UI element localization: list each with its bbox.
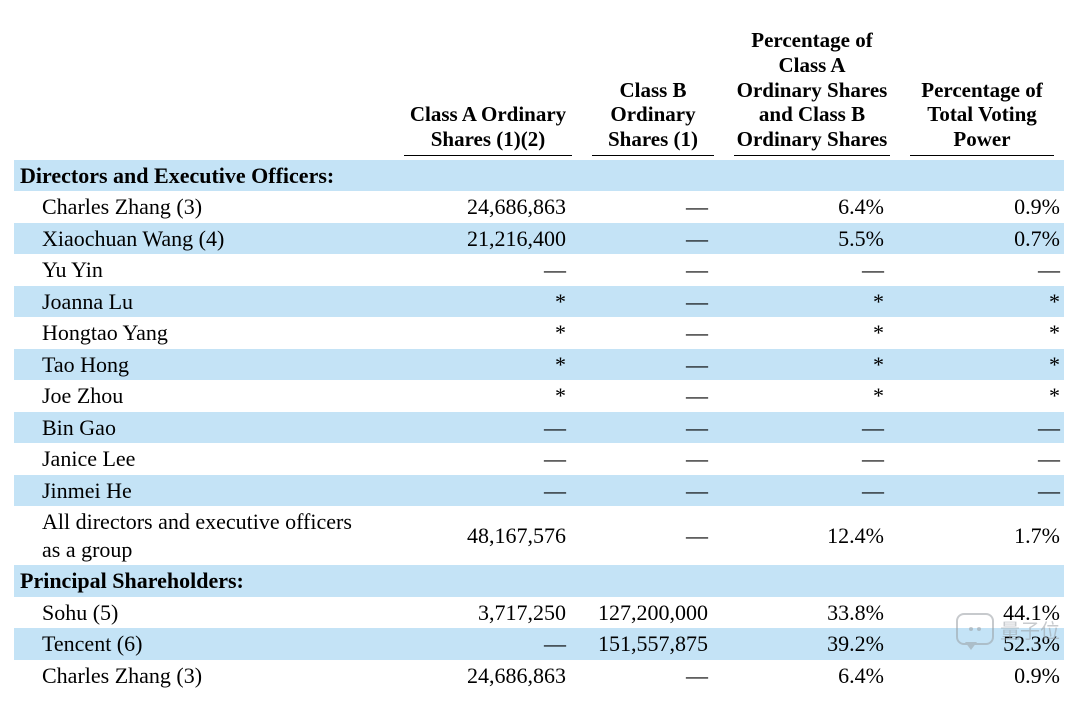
cell-name: Tencent (6): [14, 628, 394, 660]
cell-pctAB: *: [724, 317, 900, 349]
cell-pctAB: 6.4%: [724, 660, 900, 692]
table-header: Class A Ordinary Shares (1)(2) Class B O…: [14, 26, 1064, 160]
cell-classB: —: [582, 412, 724, 444]
cell-classB: —: [582, 475, 724, 507]
table-row: Sohu (5)3,717,250127,200,00033.8%44.1%: [14, 597, 1064, 629]
cell-pctAB: *: [724, 286, 900, 318]
cell-pctAB: —: [724, 254, 900, 286]
cell-classB: —: [582, 349, 724, 381]
cell-classA: 21,216,400: [394, 223, 582, 255]
col-header-class-b: Class B Ordinary Shares (1): [582, 26, 724, 160]
cell-pctAB: 33.8%: [724, 597, 900, 629]
cell-pctAB: —: [724, 443, 900, 475]
cell-pctVP: *: [900, 317, 1064, 349]
cell-classB: 151,557,875: [582, 628, 724, 660]
cell-classB: —: [582, 191, 724, 223]
cell-classB: —: [582, 254, 724, 286]
col-header-name: [14, 26, 394, 160]
cell-pctVP: 44.1%: [900, 597, 1064, 629]
cell-name: All directors and executive officers as …: [14, 506, 394, 565]
cell-name: Tao Hong: [14, 349, 394, 381]
cell-classA: 48,167,576: [394, 506, 582, 565]
table-row: Joe Zhou*—**: [14, 380, 1064, 412]
cell-name: Hongtao Yang: [14, 317, 394, 349]
table-body: Directors and Executive Officers:Charles…: [14, 160, 1064, 692]
cell-classA: —: [394, 443, 582, 475]
table-row: Yu Yin————: [14, 254, 1064, 286]
cell-name: Charles Zhang (3): [14, 191, 394, 223]
cell-pctVP: 0.9%: [900, 191, 1064, 223]
cell-pctVP: *: [900, 380, 1064, 412]
cell-classB: —: [582, 660, 724, 692]
cell-classA: *: [394, 349, 582, 381]
cell-pctVP: 1.7%: [900, 506, 1064, 565]
cell-classB: —: [582, 380, 724, 412]
cell-pctVP: *: [900, 286, 1064, 318]
table-row: Joanna Lu*—**: [14, 286, 1064, 318]
cell-pctVP: 0.7%: [900, 223, 1064, 255]
cell-classB: —: [582, 223, 724, 255]
cell-name: Joanna Lu: [14, 286, 394, 318]
cell-pctVP: —: [900, 443, 1064, 475]
cell-pctAB: *: [724, 349, 900, 381]
col-header-pct-ab: Percentage of Class A Ordinary Shares an…: [724, 26, 900, 160]
cell-classA: —: [394, 412, 582, 444]
cell-classA: *: [394, 286, 582, 318]
cell-pctVP: —: [900, 254, 1064, 286]
cell-classA: —: [394, 254, 582, 286]
cell-name: Janice Lee: [14, 443, 394, 475]
table-row: Bin Gao————: [14, 412, 1064, 444]
cell-pctVP: —: [900, 412, 1064, 444]
cell-pctVP: 52.3%: [900, 628, 1064, 660]
cell-name: Bin Gao: [14, 412, 394, 444]
cell-classA: —: [394, 475, 582, 507]
table-row: Xiaochuan Wang (4)21,216,400—5.5%0.7%: [14, 223, 1064, 255]
section-title-row: Principal Shareholders:: [14, 565, 1064, 597]
cell-name: Jinmei He: [14, 475, 394, 507]
cell-classA: —: [394, 628, 582, 660]
cell-pctVP: —: [900, 475, 1064, 507]
cell-name: Charles Zhang (3): [14, 660, 394, 692]
cell-name: Sohu (5): [14, 597, 394, 629]
cell-name: Yu Yin: [14, 254, 394, 286]
table-row: All directors and executive officers as …: [14, 506, 1064, 565]
cell-classA: *: [394, 317, 582, 349]
table-row: Janice Lee————: [14, 443, 1064, 475]
cell-pctAB: 39.2%: [724, 628, 900, 660]
cell-classA: *: [394, 380, 582, 412]
cell-pctAB: —: [724, 475, 900, 507]
cell-classA: 24,686,863: [394, 660, 582, 692]
ownership-table: Class A Ordinary Shares (1)(2) Class B O…: [14, 26, 1064, 691]
table-row: Charles Zhang (3)24,686,863—6.4%0.9%: [14, 191, 1064, 223]
table-row: Jinmei He————: [14, 475, 1064, 507]
table-row: Hongtao Yang*—**: [14, 317, 1064, 349]
section-title-row: Directors and Executive Officers:: [14, 160, 1064, 192]
table-row: Tencent (6)—151,557,87539.2%52.3%: [14, 628, 1064, 660]
cell-classB: 127,200,000: [582, 597, 724, 629]
cell-classB: —: [582, 286, 724, 318]
section-title: Principal Shareholders:: [14, 565, 1064, 597]
section-title: Directors and Executive Officers:: [14, 160, 1064, 192]
table-row: Charles Zhang (3)24,686,863—6.4%0.9%: [14, 660, 1064, 692]
cell-pctVP: *: [900, 349, 1064, 381]
cell-classB: —: [582, 443, 724, 475]
col-header-pct-vp: Percentage of Total Voting Power: [900, 26, 1064, 160]
cell-classB: —: [582, 317, 724, 349]
cell-name: Joe Zhou: [14, 380, 394, 412]
cell-pctAB: 12.4%: [724, 506, 900, 565]
cell-classB: —: [582, 506, 724, 565]
cell-pctAB: 5.5%: [724, 223, 900, 255]
cell-pctAB: *: [724, 380, 900, 412]
cell-classA: 24,686,863: [394, 191, 582, 223]
cell-pctAB: —: [724, 412, 900, 444]
cell-classA: 3,717,250: [394, 597, 582, 629]
cell-name: Xiaochuan Wang (4): [14, 223, 394, 255]
cell-pctVP: 0.9%: [900, 660, 1064, 692]
table-row: Tao Hong*—**: [14, 349, 1064, 381]
col-header-class-a: Class A Ordinary Shares (1)(2): [394, 26, 582, 160]
cell-pctAB: 6.4%: [724, 191, 900, 223]
